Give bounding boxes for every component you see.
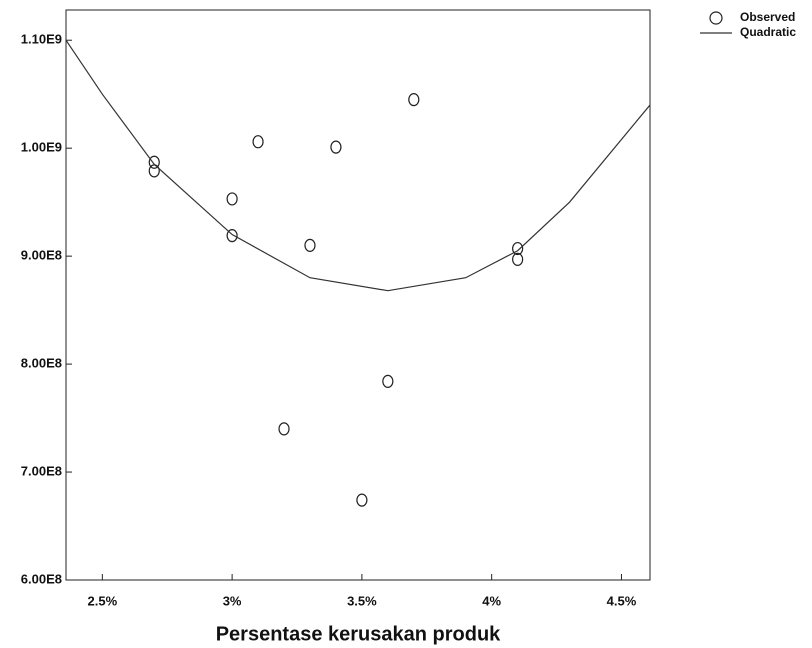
observed-point: [149, 165, 159, 177]
x-tick-label: 4.5%: [607, 593, 637, 608]
y-tick-label: 9.00E8: [21, 248, 62, 263]
y-tick-label: 8.00E8: [21, 356, 62, 371]
x-tick-label: 3%: [223, 593, 242, 608]
plot-frame: [66, 10, 650, 580]
observed-point: [383, 375, 393, 387]
y-tick-label: 6.00E8: [21, 571, 62, 586]
observed-point: [279, 423, 289, 435]
chart: Persentase kerusakan produk ObservedQuad…: [0, 0, 812, 648]
y-tick-label: 7.00E8: [21, 463, 62, 478]
legend-label: Observed: [740, 10, 795, 24]
y-tick-label: 1.00E9: [21, 140, 62, 155]
observed-point: [227, 193, 237, 205]
observed-point: [253, 136, 263, 148]
x-tick-label: 2.5%: [88, 593, 118, 608]
observed-point: [331, 141, 341, 153]
observed-point: [409, 94, 419, 106]
legend-marker: [710, 12, 722, 24]
x-axis-title: Persentase kerusakan produk: [216, 623, 501, 645]
y-tick-label: 1.10E9: [21, 32, 62, 47]
observed-point: [305, 239, 315, 251]
observed-point: [357, 494, 367, 506]
x-tick-label: 3.5%: [347, 593, 377, 608]
legend-label: Quadratic: [740, 25, 796, 39]
x-tick-label: 4%: [482, 593, 501, 608]
